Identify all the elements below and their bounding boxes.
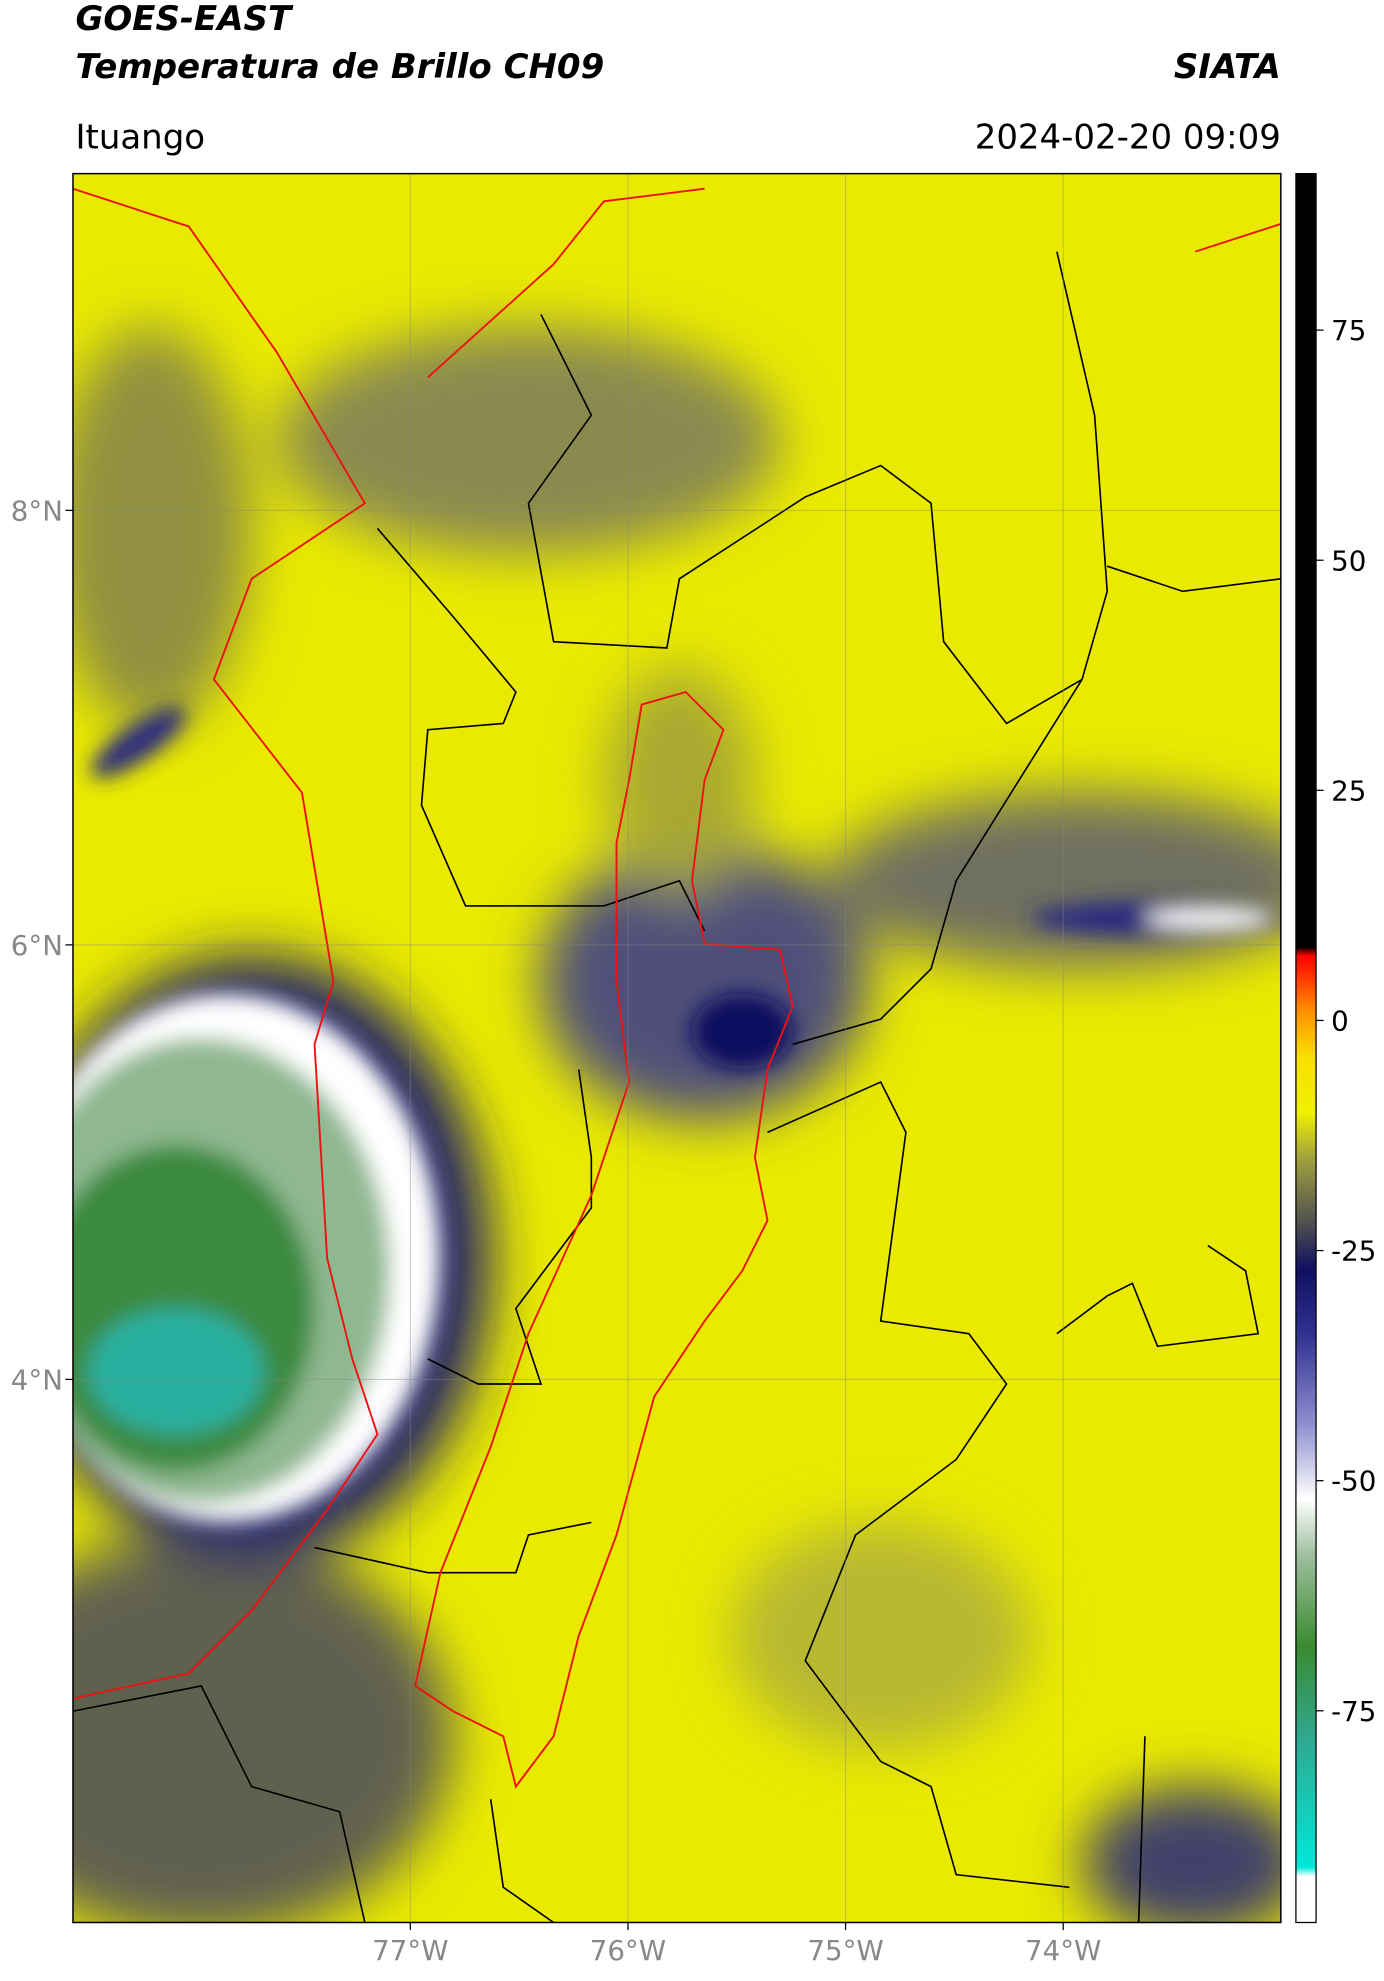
colorbar-tick-label: -75 — [1331, 1695, 1376, 1728]
colorbar-tick-label: 25 — [1331, 774, 1366, 807]
lon-label: 74°W — [1025, 1934, 1101, 1967]
lat-label: 4°N — [11, 1363, 63, 1396]
location: Ituango — [75, 117, 205, 157]
map-frame — [72, 172, 1282, 1924]
satellite-image — [72, 173, 1281, 1923]
colorbar-tick-label: -25 — [1331, 1235, 1376, 1268]
credit: SIATA — [1174, 47, 1281, 87]
lat-label: 6°N — [11, 929, 63, 962]
colorbar-tick-label: -50 — [1331, 1465, 1376, 1498]
colorbar-tick-label: 75 — [1331, 314, 1366, 347]
lon-label: 76°W — [590, 1934, 666, 1967]
lon-label: 75°W — [807, 1934, 883, 1967]
lat-label: 8°N — [11, 494, 63, 527]
datetime: 2024-02-20 09:09 — [975, 117, 1281, 157]
subtitle: Temperatura de Brillo CH09 — [75, 47, 604, 87]
colorbar — [1295, 172, 1317, 1924]
lon-label: 77°W — [372, 1934, 448, 1967]
colorbar-tick-label: 0 — [1331, 1005, 1349, 1038]
colorbar-tick-label: 50 — [1331, 544, 1366, 577]
title: GOES-EAST — [75, 0, 293, 39]
